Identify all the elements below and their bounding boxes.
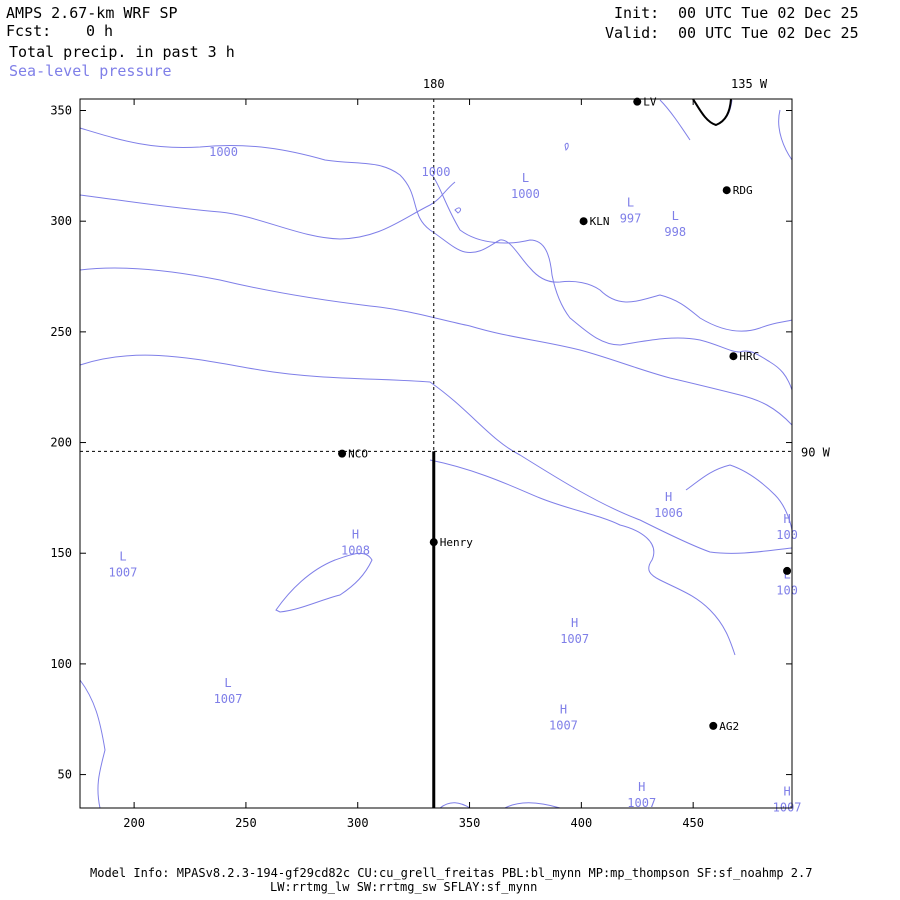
contour-line [79, 679, 106, 809]
forecast-label: Fcst: [6, 22, 52, 40]
pressure-center-letter: L [522, 171, 529, 185]
pressure-center-value: 1007 [214, 692, 243, 706]
x-tick-label: 350 [459, 816, 481, 830]
pressure-center-value: 1000 [209, 145, 238, 159]
pressure-center-value: 1006 [654, 506, 683, 520]
slp-contours [79, 99, 793, 809]
pressure-center-value: 100 [776, 528, 798, 542]
pressure-center-letter: L [119, 550, 126, 564]
pressure-center-value: 1000 [422, 165, 451, 179]
primary-field-title: Total precip. in past 3 h [9, 43, 235, 61]
x-tick-label: 450 [682, 816, 704, 830]
station-marker [579, 217, 588, 226]
pressure-center-letter: H [783, 512, 790, 526]
init-time: 00 UTC Tue 02 Dec 25 [678, 4, 859, 22]
map-frame [79, 98, 793, 809]
meridian-label: 135 W [731, 77, 768, 91]
coastline [692, 98, 732, 127]
pressure-center-value: 1007 [560, 632, 589, 646]
contour-line [692, 99, 733, 126]
pressure-center-letter: L [672, 209, 679, 223]
pressure-center-letter: L [627, 196, 634, 210]
pressure-center-value: 1007 [773, 800, 802, 814]
y-tick-label: 50 [58, 768, 72, 782]
x-tick-label: 400 [571, 816, 593, 830]
pressure-center-value: 100 [776, 583, 798, 597]
pressure-labels: 1000 1000 L 1000 L 997 L 998 H 1006 H 100 H 1008 L 1007… [108, 145, 801, 814]
contour-line [778, 109, 793, 161]
contour-line [504, 802, 561, 809]
valid-label: Valid: [605, 24, 660, 42]
y-tick-label: 250 [50, 325, 72, 339]
pressure-center-letter: H [783, 784, 790, 798]
meridian-label: 180 [423, 77, 445, 91]
station-marker [633, 97, 642, 106]
pressure-center-value: 1008 [341, 544, 370, 558]
x-tick-label: 200 [123, 816, 145, 830]
model-info-line2: LW:rrtmg_lw SW:rrtmg_sw SFLAY:sf_mynn [270, 880, 538, 894]
pressure-center-letter: H [352, 528, 359, 542]
contour-line [685, 464, 793, 531]
contour-line [439, 802, 471, 809]
pressure-center-letter: H [665, 490, 672, 504]
y-tick-label: 350 [50, 104, 72, 118]
contour-line [454, 207, 462, 214]
station-marker [338, 449, 347, 458]
pressure-center-value: 998 [664, 225, 686, 239]
parallel-label: 90 W [801, 445, 831, 459]
station-label: Henry [440, 536, 473, 549]
station-label: RDG [733, 184, 753, 197]
contour-line [564, 142, 569, 151]
stations: LV RDG KLN HRC NCO Henry AG2 [338, 96, 792, 733]
pressure-center-value: 1007 [549, 718, 578, 732]
station-label: NCO [348, 448, 368, 461]
pressure-center-letter: L [224, 676, 231, 690]
model-info-line1: Model Info: MPASv8.2.3-194-gf29cd82c CU:… [90, 866, 813, 880]
station-marker [722, 186, 731, 195]
x-tick-label: 250 [235, 816, 257, 830]
contour-line [275, 552, 373, 613]
station-label: KLN [590, 215, 610, 228]
lat-lon-grid: 180 135 W 90 W [80, 77, 831, 459]
pressure-center-value: 997 [620, 212, 642, 226]
contour-line [79, 267, 793, 426]
pressure-center-letter: H [571, 616, 578, 630]
station-marker [729, 352, 738, 361]
valid-time: 00 UTC Tue 02 Dec 25 [678, 24, 859, 42]
station-label: LV [643, 96, 657, 109]
secondary-field-title: Sea-level pressure [9, 62, 172, 80]
contour-line [79, 181, 456, 240]
contour-line [659, 99, 691, 141]
init-label: Init: [614, 4, 660, 22]
pressure-center-value: 1007 [627, 796, 656, 810]
pressure-center-letter: H [560, 702, 567, 716]
station-label: HRC [739, 350, 759, 363]
axis-ticks: 200 250 300 350 400 450 50 100 150 200 250 300 350 [50, 99, 792, 830]
y-tick-label: 100 [50, 657, 72, 671]
contour-line [79, 354, 793, 554]
contour-line [429, 459, 736, 656]
y-tick-label: 200 [50, 436, 72, 450]
pressure-center-value: 1007 [108, 566, 137, 580]
contour-line [431, 174, 793, 391]
station-marker [709, 721, 718, 730]
x-tick-label: 300 [347, 816, 369, 830]
forecast-hour: 0 h [86, 22, 114, 40]
contour-line [79, 127, 793, 332]
y-tick-label: 300 [50, 214, 72, 228]
pressure-center-letter: H [638, 780, 645, 794]
pressure-center-value: 1000 [511, 187, 540, 201]
station-label: AG2 [719, 720, 739, 733]
station-marker [783, 566, 792, 575]
model-title: AMPS 2.67-km WRF SP [6, 4, 178, 22]
y-tick-label: 150 [50, 546, 72, 560]
